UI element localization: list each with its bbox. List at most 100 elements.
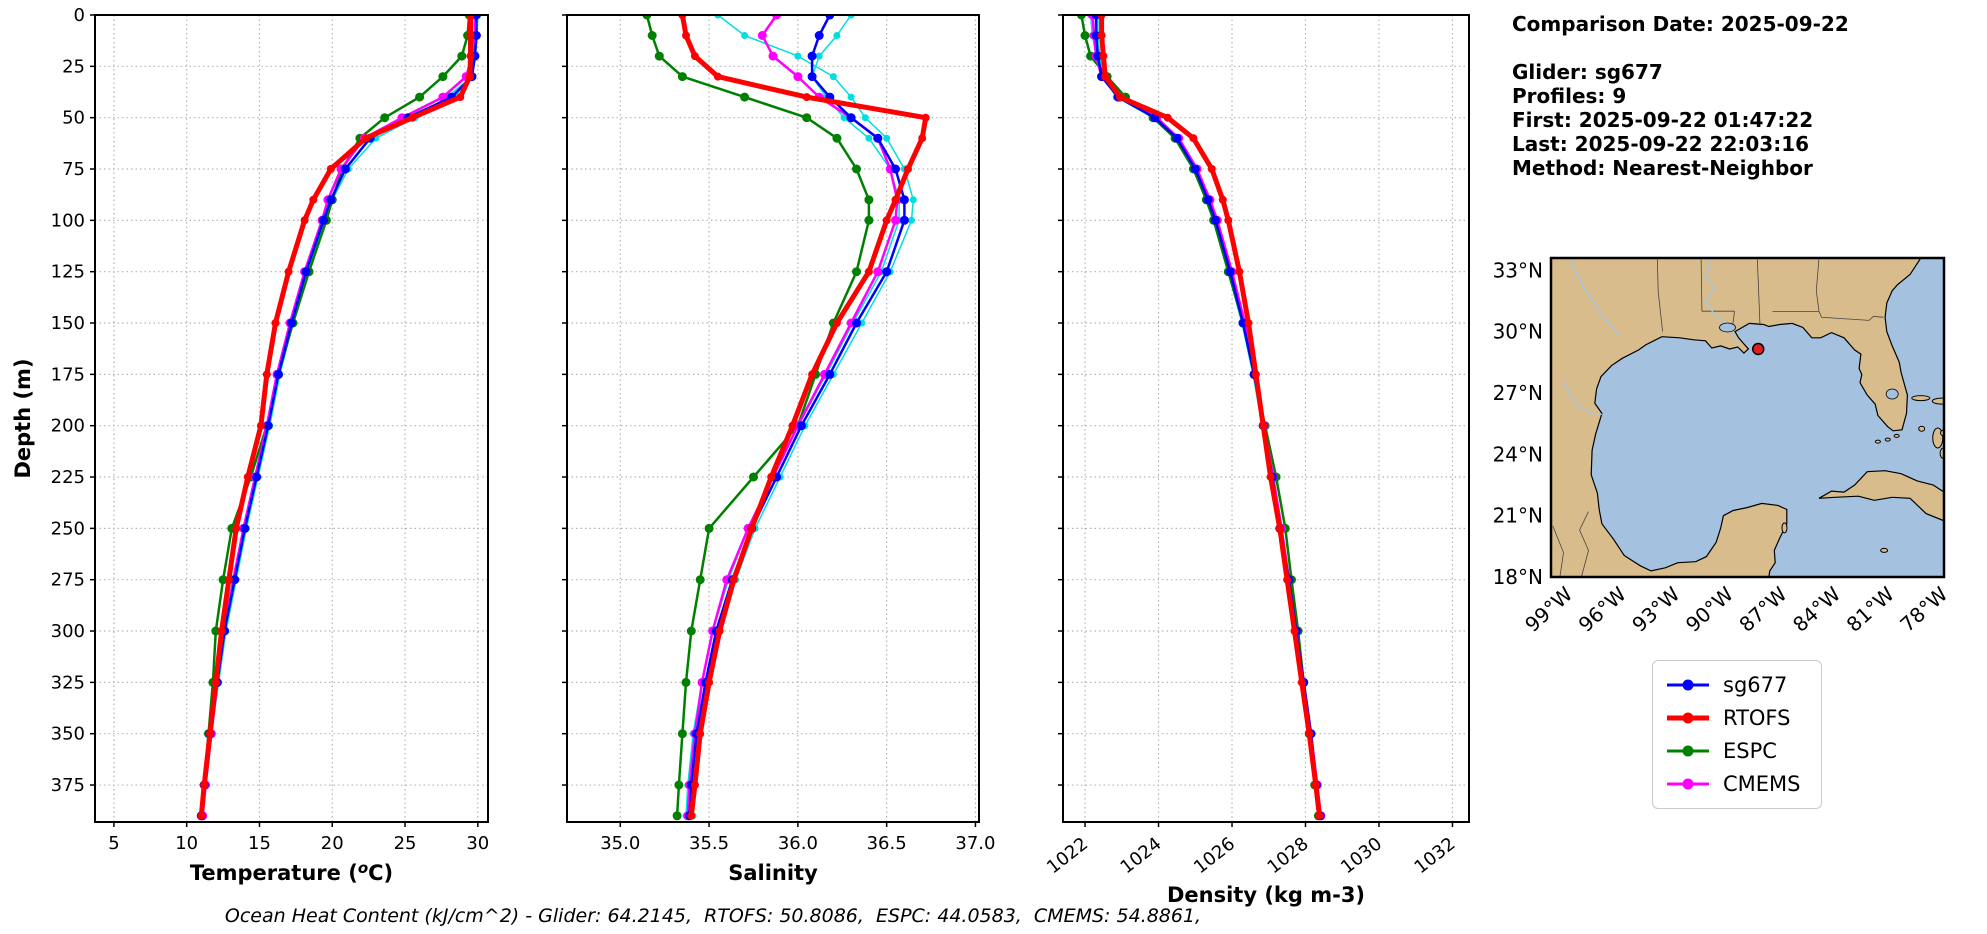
x-tick-label: 5	[108, 833, 119, 854]
first-profile-text: First: 2025-09-22 01:47:22	[1512, 108, 1814, 132]
depth-tick-label: 350	[51, 724, 85, 745]
depth-tick-label: 325	[51, 672, 85, 693]
map-lat-label: 33°N	[1493, 258, 1543, 282]
density-plot: 1022 1024 1026 1028 1030 1032 Density (kg m-3)	[1043, 14, 1470, 907]
x-tick-label: 35.0	[600, 833, 640, 854]
map-state-border	[1552, 525, 1564, 577]
map-island	[1874, 439, 1881, 444]
legend-item: sg677	[1665, 673, 1801, 697]
series-markers-RTOFS	[678, 14, 930, 820]
legend-marker-icon	[1667, 745, 1709, 757]
map-state-border	[1756, 258, 1761, 326]
legend-marker-icon	[1667, 712, 1709, 724]
temperature-plot: 0 25 50 75 100 125 150 175 200 225 250 275 300 325 350…	[11, 5, 489, 885]
x-tick-label: 35.5	[689, 833, 729, 854]
depth-tick-label: 0	[74, 5, 85, 26]
x-tick-label: 30	[466, 833, 489, 854]
depth-tick-label: 300	[51, 621, 85, 642]
depth-tick-label: 275	[51, 570, 85, 591]
depth-tick-label: 75	[62, 159, 85, 180]
depth-tick-label: 100	[51, 210, 85, 231]
salinity-plot: 35.0 35.5 36.0 36.5 37.0 Salinity	[562, 14, 995, 885]
map-lake	[1719, 322, 1736, 333]
x-tick-label: 15	[248, 833, 271, 854]
legend-label: RTOFS	[1723, 706, 1791, 730]
x-tick-label: 1026	[1190, 833, 1239, 878]
y-axis-label: Depth (m)	[11, 358, 35, 478]
series-line-ESPC	[645, 14, 871, 816]
x-tick-label: 37.0	[955, 833, 995, 854]
profiles-count-text: Profiles: 9	[1512, 84, 1627, 108]
depth-tick-label: 225	[51, 467, 85, 488]
info-panel: Comparison Date: 2025-09-22 Glider: sg67…	[1512, 12, 1849, 180]
x-tick-label: 1028	[1264, 833, 1313, 878]
legend-item: RTOFS	[1665, 706, 1801, 730]
map-island	[1918, 425, 1926, 432]
map-island	[1884, 437, 1891, 442]
series-line-sg677	[688, 14, 906, 816]
x-tick-label: 36.5	[867, 833, 907, 854]
x-tick-label: 10	[175, 833, 198, 854]
series-line-RTOFS	[198, 15, 473, 817]
depth-tick-label: 250	[51, 518, 85, 539]
map-state-border	[1815, 258, 1820, 312]
map-lat-label: 30°N	[1493, 320, 1543, 344]
map-state-border	[1818, 311, 1884, 321]
series-markers-ESPC	[642, 14, 874, 821]
series-line-ESPC	[200, 14, 471, 816]
map-landmass	[1551, 258, 1922, 577]
x-tick-label: 20	[321, 833, 344, 854]
depth-tick-label: 25	[62, 56, 85, 77]
map-canvas	[1551, 258, 1944, 577]
legend: sg677 RTOFS ESPC CMEMS	[1652, 660, 1822, 809]
series-line-CMEMS	[686, 14, 899, 816]
legend-label: CMEMS	[1723, 772, 1801, 796]
glider-location-marker	[1751, 342, 1765, 356]
series-line-RTOFS	[1099, 15, 1322, 817]
map-state-border	[1656, 258, 1663, 332]
map-island	[1781, 522, 1788, 534]
x-tick-label: 1022	[1043, 833, 1092, 878]
legend-label: sg677	[1723, 673, 1788, 697]
comparison-date-text: Comparison Date: 2025-09-22	[1512, 12, 1849, 36]
map-lake	[1885, 388, 1899, 400]
x-axis-label: Salinity	[728, 861, 818, 885]
glider-name-text: Glider: sg677	[1512, 60, 1663, 84]
map-landmass	[1818, 470, 1944, 522]
x-tick-label: 25	[394, 833, 417, 854]
legend-marker-icon	[1667, 778, 1709, 790]
map-state-border	[1579, 511, 1589, 577]
gulf-of-mexico-map: 33°N 30°N 27°N 24°N 21°N 18°N99°W96°W93°W90°W…	[1493, 256, 1953, 637]
map-lat-label: 24°N	[1493, 442, 1543, 466]
map-lat-label: 21°N	[1493, 504, 1543, 528]
map-lat-label: 27°N	[1493, 381, 1543, 405]
series-line-RTOFS	[679, 14, 929, 817]
map-island	[1880, 547, 1889, 553]
legend-label: ESPC	[1723, 739, 1777, 763]
map-border	[1549, 256, 1946, 579]
x-tick-label: 36.0	[778, 833, 818, 854]
x-tick-label: 1024	[1117, 833, 1166, 878]
x-axis-label: Density (kg m-3)	[1167, 883, 1365, 907]
depth-tick-label: 150	[51, 313, 85, 334]
legend-marker-icon	[1667, 679, 1709, 691]
depth-tick-label: 50	[62, 108, 85, 129]
series-markers-RTOFS	[197, 14, 475, 820]
map-lon-label: 78°W	[1895, 582, 1952, 637]
map-lon-label: 87°W	[1734, 582, 1791, 637]
map-river	[1562, 381, 1603, 416]
depth-tick-label: 200	[51, 416, 85, 437]
map-island	[1931, 397, 1944, 405]
depth-tick-label: 125	[51, 262, 85, 283]
depth-tick-label: 175	[51, 364, 85, 385]
map-lon-label: 93°W	[1627, 582, 1684, 637]
depth-tick-label: 375	[51, 775, 85, 796]
map-island	[1893, 433, 1900, 438]
map-lon-label: 81°W	[1842, 582, 1899, 637]
legend-item: ESPC	[1665, 739, 1801, 763]
x-axis-label: Temperature (oC)	[190, 859, 393, 885]
last-profile-text: Last: 2025-09-22 22:03:16	[1512, 132, 1810, 156]
map-lon-label: 84°W	[1788, 582, 1845, 637]
legend-item: CMEMS	[1665, 772, 1801, 796]
